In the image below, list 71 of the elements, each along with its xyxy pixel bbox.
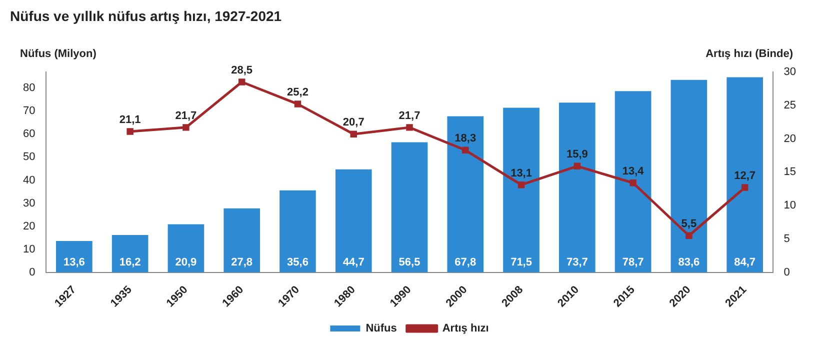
point: [182, 124, 190, 131]
point: [630, 179, 636, 186]
bar: [168, 224, 204, 272]
data-label: 25,2: [287, 86, 308, 99]
bar: [335, 169, 372, 272]
point: [294, 100, 302, 108]
data-label: 5,5: [681, 218, 697, 230]
y2-tick-label: 30: [784, 66, 796, 78]
bar: [112, 235, 148, 272]
bar: [558, 102, 596, 272]
y2-tick-label: 20: [784, 132, 796, 145]
point: [686, 232, 692, 239]
y2-tick-label: 0: [784, 266, 790, 278]
data-label: 20,7: [342, 116, 364, 129]
data-label: 73,7: [566, 256, 588, 268]
y-tick-label: 30: [22, 197, 36, 210]
data-label: 56,5: [398, 256, 420, 268]
data-label: 16,2: [119, 256, 141, 268]
data-label: 13,1: [510, 167, 532, 180]
point: [462, 146, 469, 154]
bar: [391, 142, 428, 272]
bar: [670, 80, 708, 272]
data-label: 13,6: [63, 256, 85, 268]
y-tick-label: 0: [29, 266, 36, 278]
legend-label: Artış hızı: [442, 322, 489, 335]
y-tick-label: 10: [22, 243, 36, 256]
point: [518, 182, 525, 188]
point: [741, 184, 748, 191]
point: [238, 78, 246, 86]
legend-label: Nüfus: [366, 322, 397, 335]
data-label: 35,6: [287, 256, 308, 268]
y2-tick-label: 25: [784, 99, 796, 112]
y-tick-label: 40: [22, 174, 36, 186]
y2-tick-label: 5: [784, 233, 790, 245]
y-tick-label: 50: [22, 151, 36, 164]
point: [126, 128, 134, 135]
data-label: 71,5: [510, 256, 532, 268]
point: [406, 124, 413, 131]
data-label: 18,3: [454, 132, 476, 145]
bar: [447, 116, 484, 272]
data-label: 83,6: [678, 256, 700, 268]
data-label: 44,7: [342, 256, 364, 268]
data-label: 12,7: [734, 170, 756, 182]
y-axis-title: Nüfus (Milyon): [20, 48, 96, 60]
y2-tick-label: 10: [784, 200, 796, 212]
data-label: 78,7: [622, 256, 644, 268]
data-label: 21,1: [119, 114, 141, 126]
bar: [280, 190, 316, 272]
bar: [614, 91, 652, 272]
data-label: 13,4: [622, 165, 645, 178]
bar: [224, 208, 260, 272]
data-label: 20,9: [175, 256, 197, 268]
data-label: 21,7: [398, 110, 420, 122]
y-tick-label: 20: [22, 220, 36, 232]
y-tick-label: 80: [22, 82, 36, 94]
data-label: 21,7: [175, 110, 197, 122]
point: [574, 162, 581, 170]
point: [350, 130, 357, 138]
y2-tick-label: 15: [784, 166, 796, 178]
y-tick-label: 60: [22, 128, 36, 140]
bar: [503, 108, 540, 272]
y-tick-label: 70: [22, 105, 36, 118]
chart-title: Nüfus ve yıllık nüfus artış hızı, 1927-2021: [10, 8, 282, 24]
y2-axis-title: Artış hızı (Binde): [706, 48, 793, 60]
data-label: 28,5: [231, 64, 253, 77]
data-label: 67,8: [454, 256, 476, 268]
bar: [726, 77, 763, 272]
data-label: 15,9: [566, 148, 588, 161]
data-label: 27,8: [231, 256, 253, 268]
bar: [56, 241, 92, 272]
data-label: 84,7: [734, 256, 756, 268]
